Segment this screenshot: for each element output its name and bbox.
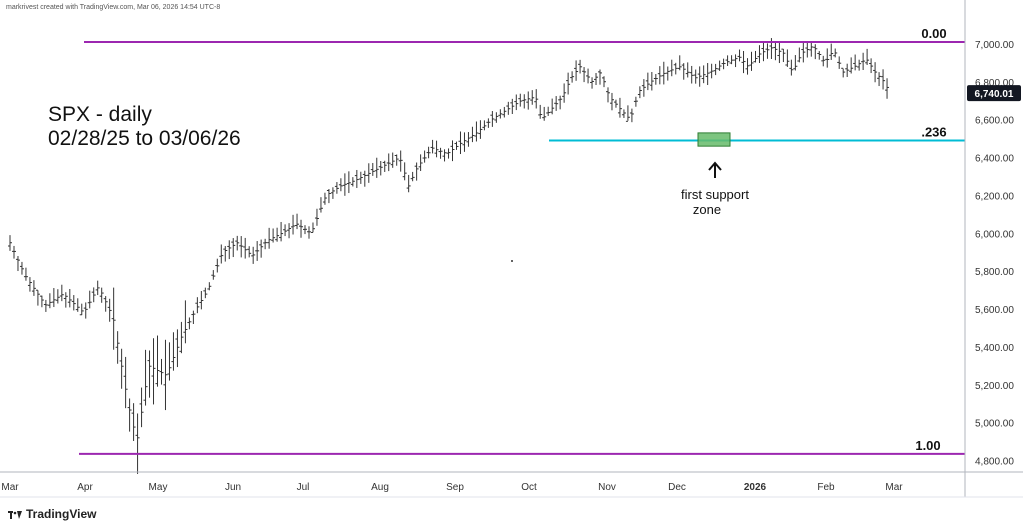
fib-level-label: 1.00 [915, 438, 940, 453]
y-tick-label: 5,200.00 [975, 381, 1014, 392]
x-tick-label: Mar [885, 482, 903, 493]
x-tick-label: 2026 [744, 482, 767, 493]
y-tick-label: 5,400.00 [975, 343, 1014, 354]
x-tick-label: Oct [521, 482, 537, 493]
y-tick-label: 6,200.00 [975, 191, 1014, 202]
x-tick-label: Mar [1, 482, 19, 493]
x-tick-label: Aug [371, 482, 389, 493]
support-arrow-head-icon [708, 161, 722, 171]
tradingview-logo-icon [8, 509, 22, 519]
chart-title-line1: SPX - daily [48, 103, 152, 126]
brand-label: TradingView [26, 507, 97, 521]
price-bars [8, 38, 890, 474]
x-tick-label: Nov [598, 482, 616, 493]
y-tick-label: 7,000.00 [975, 40, 1014, 51]
x-tick-label: Jul [297, 482, 310, 493]
x-tick-label: Feb [817, 482, 835, 493]
y-tick-label: 4,800.00 [975, 457, 1014, 468]
y-tick-label: 6,800.00 [975, 78, 1014, 89]
y-tick-label: 5,600.00 [975, 305, 1014, 316]
price-dot [511, 260, 513, 262]
fib-level-label: .236 [921, 124, 946, 139]
y-tick-label: 5,800.00 [975, 267, 1014, 278]
support-zone-label: zone [693, 202, 721, 217]
x-tick-label: Sep [446, 482, 464, 493]
chart-title-line2: 02/28/25 to 03/06/26 [48, 127, 241, 150]
axes: 4,800.00 5,000.00 5,200.00 5,400.00 5,600.00… [0, 0, 1023, 498]
y-tick-label: 6,000.00 [975, 229, 1014, 240]
y-tick-label: 5,000.00 [975, 419, 1014, 430]
support-zone-label: first support [681, 187, 749, 202]
x-tick-label: Jun [225, 482, 241, 493]
y-tick-label: 6,600.00 [975, 116, 1014, 127]
chart-title: SPX - daily 02/28/25 to 03/06/26 [48, 103, 241, 151]
last-price-label: 6,740.01 [975, 89, 1014, 100]
last-price-tag [967, 85, 1021, 102]
x-tick-label: Apr [77, 482, 93, 493]
chart-credit: markrivest created with TradingView.com,… [6, 4, 221, 11]
support-zone-box [697, 132, 731, 147]
x-tick-label: Dec [668, 482, 686, 493]
x-tick-label: May [149, 482, 168, 493]
y-tick-label: 6,400.00 [975, 154, 1014, 165]
tradingview-brand[interactable]: TradingView [8, 507, 96, 521]
fib-level-label: 0.00 [921, 26, 946, 41]
